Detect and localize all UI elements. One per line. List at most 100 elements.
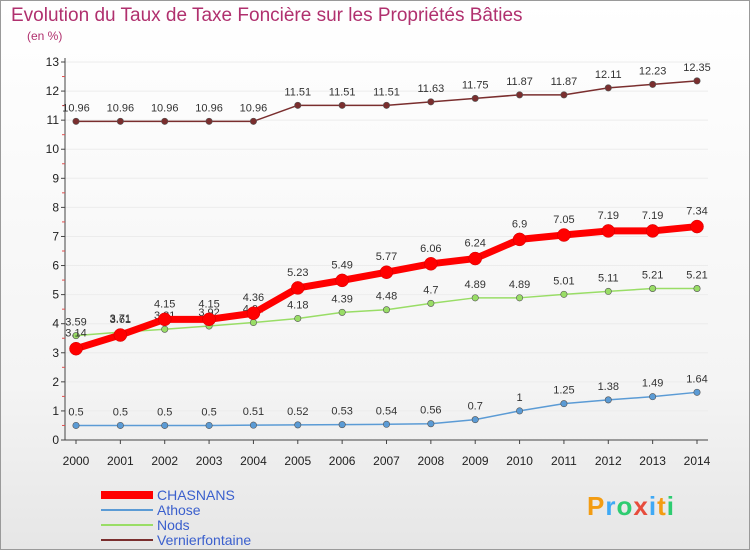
data-label: 0.5	[157, 406, 172, 418]
x-tick-label: 2003	[196, 454, 223, 468]
data-label: 11.51	[373, 86, 400, 98]
data-point	[382, 101, 390, 109]
logo-letter: i	[666, 491, 675, 521]
data-point	[645, 224, 660, 238]
data-point	[72, 332, 80, 340]
data-label: 4.89	[509, 279, 530, 291]
data-label: 10.96	[151, 102, 179, 114]
y-tick-label: 0	[52, 433, 59, 447]
data-point	[382, 420, 390, 428]
x-tick-label: 2009	[462, 454, 489, 468]
data-label: 1.49	[642, 378, 663, 390]
y-tick-label: 4	[52, 317, 59, 331]
data-label: 12.23	[639, 65, 667, 77]
data-point	[471, 94, 479, 102]
data-label: 6.9	[512, 218, 527, 230]
data-point	[427, 299, 435, 307]
y-tick-label: 5	[52, 288, 59, 302]
data-label: 11.63	[417, 83, 444, 95]
data-point	[516, 294, 524, 302]
y-tick-label: 13	[46, 55, 60, 69]
data-label: 3.59	[65, 317, 86, 329]
y-tick-label: 8	[52, 200, 59, 214]
legend-swatch	[101, 538, 153, 541]
data-label: 1.25	[553, 385, 574, 397]
data-point	[249, 319, 257, 327]
legend: CHASNANS Athose Nods Vernierfontaine	[101, 486, 252, 548]
data-point	[604, 396, 612, 404]
data-point	[294, 314, 302, 322]
y-tick-label: 10	[46, 142, 60, 156]
legend-label: Vernierfontaine	[157, 531, 252, 548]
y-tick-label: 6	[52, 259, 59, 273]
data-point	[205, 421, 213, 429]
data-label: 7.19	[598, 210, 619, 222]
y-tick-label: 3	[52, 346, 59, 360]
data-label: 1	[517, 392, 523, 404]
data-point	[690, 219, 704, 234]
legend-label: CHASNANS	[157, 486, 235, 503]
data-label: 11.75	[462, 79, 489, 91]
data-point	[601, 224, 616, 238]
data-label: 4.89	[465, 279, 486, 291]
y-tick-label: 2	[52, 375, 59, 389]
data-point	[291, 281, 305, 295]
y-tick-label: 11	[47, 113, 60, 127]
data-point	[294, 101, 302, 109]
x-tick-label: 2000	[63, 454, 90, 468]
data-point	[246, 306, 261, 320]
data-label: 10.96	[240, 102, 268, 114]
data-label: 4.7	[423, 284, 438, 296]
x-tick-label: 2006	[329, 454, 356, 468]
y-tick-label: 12	[46, 84, 60, 98]
y-tick-label: 9	[52, 171, 59, 185]
data-point	[512, 232, 527, 247]
data-label: 7.05	[553, 214, 574, 226]
data-point	[116, 421, 124, 429]
data-label: 6.06	[420, 243, 441, 255]
data-label: 0.51	[243, 406, 264, 418]
data-label: 0.54	[376, 405, 397, 417]
data-point	[69, 341, 83, 356]
data-label: 0.7	[468, 401, 483, 413]
data-point	[471, 294, 479, 302]
series-line-chasnans	[74, 223, 698, 353]
proxiti-logo: Proxiti	[587, 491, 675, 522]
data-label: 3.14	[65, 328, 86, 340]
data-label: 0.52	[287, 406, 308, 418]
logo-letter: x	[633, 491, 649, 521]
data-point	[205, 117, 213, 125]
data-point	[338, 308, 346, 316]
data-label: 4.15	[198, 298, 219, 310]
data-point	[249, 117, 257, 125]
legend-item: Athose	[101, 502, 251, 518]
data-label: 1.64	[686, 373, 707, 385]
legend-label: Nods	[157, 516, 190, 533]
data-label: 7.19	[642, 210, 663, 222]
data-label: 1.38	[598, 381, 619, 393]
data-point	[161, 117, 169, 125]
data-point	[557, 228, 571, 242]
data-point	[427, 98, 435, 106]
data-point	[649, 393, 657, 401]
data-point	[294, 421, 302, 429]
logo-letter: o	[616, 491, 634, 521]
data-point	[560, 290, 568, 298]
data-label: 4.39	[331, 293, 352, 305]
x-tick-label: 2013	[639, 454, 666, 468]
data-point	[468, 251, 482, 266]
data-label: 5.11	[598, 272, 619, 284]
legend-swatch	[101, 508, 153, 511]
data-point	[338, 101, 346, 109]
data-point	[72, 421, 80, 429]
data-point	[424, 257, 438, 271]
logo-letter: t	[657, 491, 667, 521]
logo-letter: r	[605, 491, 617, 521]
x-tick-label: 2001	[107, 454, 134, 468]
data-point	[693, 388, 701, 396]
data-point	[649, 80, 657, 88]
data-point	[72, 117, 80, 125]
data-point	[335, 273, 349, 288]
y-tick-label: 1	[52, 404, 59, 418]
